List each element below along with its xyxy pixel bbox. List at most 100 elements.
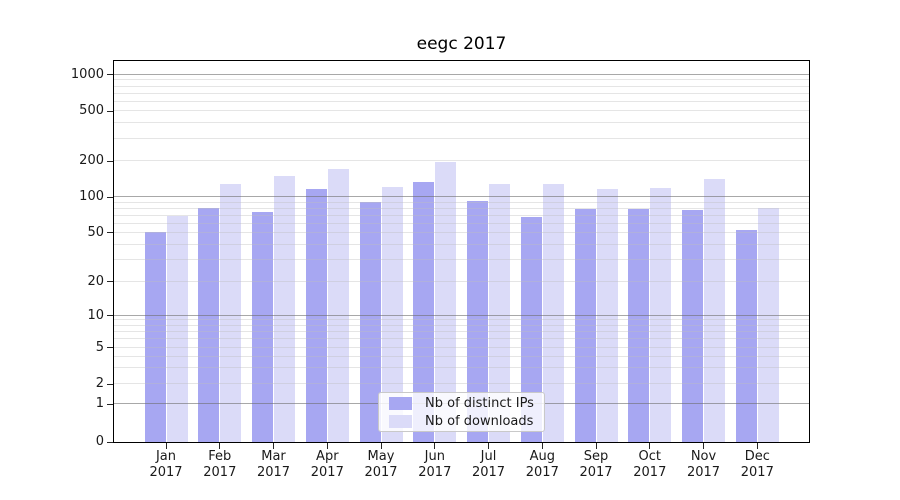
y-tick-label: 2	[95, 376, 104, 391]
bar-distinct-ips	[682, 210, 703, 442]
y-tick-label: 1000	[70, 66, 104, 82]
y-tick-mark	[107, 383, 113, 385]
x-tick-month: Sep	[583, 449, 609, 464]
legend: Nb of distinct IPs Nb of downloads	[378, 392, 545, 432]
bar-distinct-ips	[144, 231, 166, 442]
bar-distinct-ips	[628, 208, 650, 442]
y-tick-label: 1	[95, 396, 104, 412]
x-tick-year: 2017	[579, 465, 613, 480]
minor-gridline	[114, 243, 809, 245]
x-tick-label: Feb 2017	[188, 449, 252, 481]
y-tick-mark	[107, 315, 113, 316]
x-tick-label: Oct 2017	[618, 449, 682, 481]
x-tick-year: 2017	[310, 465, 344, 480]
x-tick-label: Jan 2017	[134, 449, 198, 481]
x-tick-mark	[488, 443, 489, 449]
minor-gridline	[114, 122, 809, 124]
x-tick-month: Jan	[155, 449, 177, 464]
x-tick-label: Mar 2017	[242, 449, 306, 481]
y-tick-label: 100	[79, 189, 104, 205]
minor-gridline	[114, 92, 809, 94]
x-tick-mark	[595, 443, 597, 449]
bar-downloads	[220, 184, 242, 442]
x-tick-mark	[273, 443, 274, 449]
x-tick-mark	[703, 443, 704, 449]
major-gridline	[114, 73, 809, 75]
y-tick-label: 20	[87, 273, 104, 289]
bar-distinct-ips	[735, 229, 757, 442]
x-tick-year: 2017	[686, 465, 721, 480]
minor-gridline	[114, 366, 809, 368]
y-tick-mark	[107, 160, 113, 162]
minor-gridline	[114, 222, 809, 224]
legend-label: Nb of downloads	[425, 413, 534, 429]
minor-gridline	[114, 338, 809, 340]
y-tick-mark	[107, 232, 113, 234]
y-tick-label: 50	[87, 224, 104, 240]
plot-area: Nb of distinct IPs Nb of downloads 0 1 2 5 1…	[71, 60, 810, 480]
x-tick-mark	[756, 443, 758, 449]
bar-downloads	[542, 183, 564, 442]
minor-gridline	[114, 346, 809, 348]
y-tick-mark	[107, 281, 113, 283]
y-tick-label: 200	[79, 153, 104, 169]
minor-gridline	[114, 160, 809, 162]
x-tick-month: Jul	[480, 449, 497, 464]
x-tick-month: Apr	[316, 449, 339, 464]
x-tick-mark	[434, 443, 436, 449]
major-gridline	[114, 196, 809, 198]
x-tick-mark	[219, 443, 221, 449]
minor-gridline	[114, 324, 809, 326]
x-tick-month: Aug	[529, 449, 555, 464]
x-tick-year: 2017	[633, 465, 667, 480]
y-tick-label: 10	[87, 307, 104, 323]
x-tick-month: Dec	[744, 449, 770, 464]
minor-gridline	[114, 79, 809, 81]
minor-gridline	[114, 85, 809, 87]
bar-distinct-ips	[359, 202, 381, 442]
x-tick-label: Apr 2017	[295, 449, 359, 481]
legend-label: Nb of distinct IPs	[425, 395, 534, 411]
x-tick-year: 2017	[149, 465, 183, 480]
minor-gridline	[114, 138, 809, 139]
x-tick-month: Mar	[261, 449, 286, 464]
bar-downloads	[166, 215, 188, 442]
x-tick-year: 2017	[418, 465, 452, 480]
bar-downloads	[327, 169, 349, 442]
x-tick-mark	[326, 443, 328, 449]
y-tick-mark	[107, 441, 113, 443]
minor-gridline	[114, 201, 809, 203]
x-tick-year: 2017	[364, 465, 398, 480]
x-tick-label: Nov 2017	[672, 449, 736, 481]
minor-gridline	[114, 319, 809, 321]
minor-gridline	[114, 355, 809, 357]
y-tick-mark	[107, 347, 113, 349]
minor-gridline	[114, 100, 809, 102]
bar-distinct-ips	[413, 181, 435, 442]
chart-title: eegc 2017	[416, 34, 507, 54]
bar-downloads	[435, 162, 457, 442]
y-tick-label: 5	[95, 339, 104, 355]
x-tick-year: 2017	[740, 465, 774, 480]
x-tick-label: Aug 2017	[510, 449, 574, 481]
legend-swatch	[389, 414, 412, 428]
major-gridline	[114, 314, 809, 316]
x-tick-month: May	[367, 449, 395, 464]
x-tick-mark	[380, 443, 382, 449]
bar-distinct-ips	[574, 208, 596, 442]
minor-gridline	[114, 231, 809, 233]
bar-downloads	[704, 179, 725, 442]
y-tick-mark	[107, 196, 113, 198]
minor-gridline	[114, 110, 809, 112]
minor-gridline	[114, 207, 809, 209]
y-tick-mark	[107, 110, 113, 112]
bar-downloads	[596, 189, 618, 442]
x-tick-mark	[165, 443, 167, 449]
x-tick-label: Jun 2017	[403, 449, 467, 481]
x-tick-month: Nov	[690, 449, 717, 464]
legend-item: Nb of downloads	[387, 414, 536, 429]
x-tick-year: 2017	[525, 465, 559, 480]
minor-gridline	[114, 383, 809, 384]
y-tick-mark	[107, 403, 113, 405]
